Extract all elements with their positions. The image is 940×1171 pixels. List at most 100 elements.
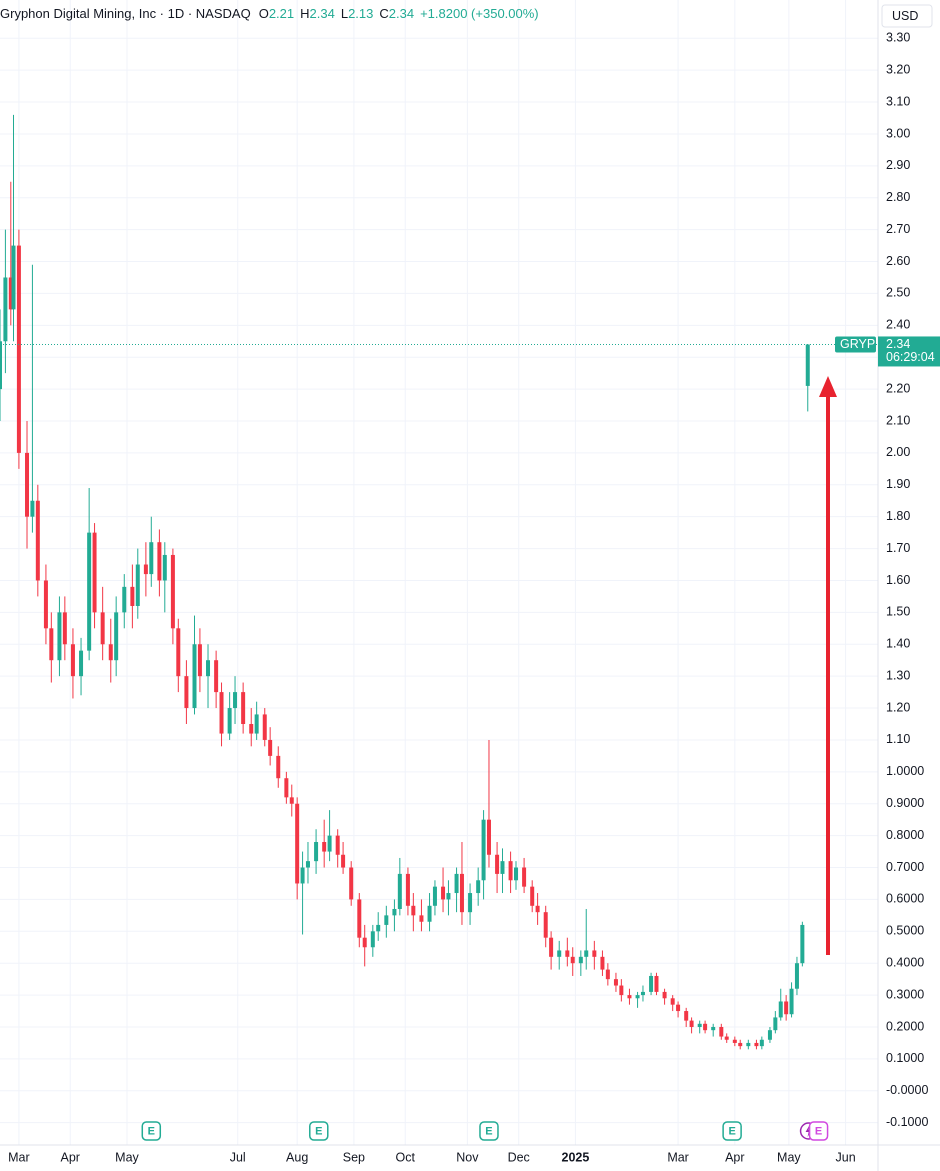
candle-body: [335, 835, 340, 855]
y-tick-label: 3.00: [886, 126, 910, 140]
candle-body: [87, 532, 92, 651]
candle-body: [584, 950, 589, 957]
ohlc-value: 2.21: [268, 6, 295, 21]
candle-body: [149, 542, 154, 575]
y-tick-label: 2.60: [886, 254, 910, 268]
candle-body: [684, 1011, 689, 1021]
candle-body: [57, 612, 62, 661]
y-tick-label: 2.50: [886, 286, 910, 300]
ohlc-value: 2.13: [348, 6, 374, 21]
candle-body: [697, 1023, 702, 1027]
price-label: 2.34: [886, 337, 910, 351]
y-tick-label: 1.10: [886, 732, 910, 746]
candle-body: [495, 854, 500, 874]
ohlc-value: 2.34: [309, 6, 335, 21]
x-tick-label: Nov: [456, 1150, 479, 1164]
x-tick-label: Jul: [230, 1150, 246, 1164]
candle-body: [459, 873, 464, 913]
candle-body: [513, 867, 518, 881]
candle-body: [476, 880, 481, 894]
currency[interactable]: USD: [892, 9, 918, 23]
candle-body: [241, 692, 246, 724]
y-tick-label: 0.5000: [886, 924, 924, 938]
y-tick-label: 1.80: [886, 509, 910, 523]
event-icon: [805, 1125, 812, 1137]
candle-body: [262, 714, 267, 740]
candle-body: [773, 1017, 778, 1031]
candle-body: [446, 893, 451, 900]
y-tick-label: 0.4000: [886, 956, 924, 970]
candle-body: [206, 660, 211, 677]
x-tick-label: Oct: [396, 1150, 416, 1164]
x-tick-label: Apr: [725, 1150, 744, 1164]
y-tick-label: 2.10: [886, 413, 910, 427]
ohlc-key: L: [340, 6, 349, 21]
candle-body: [789, 988, 794, 1015]
x-tick-label: Apr: [61, 1150, 80, 1164]
candle-body: [43, 580, 48, 629]
y-tick-label: 1.30: [886, 668, 910, 682]
y-tick-label: 2.40: [886, 318, 910, 332]
candle-body: [719, 1026, 724, 1037]
y-tick-label: 1.40: [886, 637, 910, 651]
candle-body: [800, 924, 805, 964]
symbol-label: GRYP: [840, 337, 875, 351]
candle-body: [508, 861, 513, 881]
candle-body: [284, 778, 289, 798]
candle-body: [268, 739, 273, 756]
y-tick-label: -0.1000: [886, 1115, 928, 1129]
currency-box[interactable]: [881, 4, 933, 28]
candle-body: [627, 995, 632, 999]
candle-body: [349, 867, 354, 900]
candle-body: [441, 886, 446, 900]
candle-body: [384, 915, 389, 925]
y-tick-label: -0.0000: [886, 1083, 928, 1097]
countdown-label: 06:29:04: [886, 350, 935, 364]
candle-body: [276, 755, 281, 779]
y-tick-label: 2.00: [886, 445, 910, 459]
candle-body: [327, 835, 332, 852]
y-tick-label: 0.2000: [886, 1019, 924, 1033]
candle-body: [640, 991, 645, 996]
candle-body: [289, 797, 294, 804]
candle-body: [654, 975, 659, 992]
event-label: E: [315, 1125, 322, 1137]
candle-body: [108, 644, 113, 661]
event-marker: [722, 1121, 742, 1141]
candle-body: [689, 1020, 694, 1027]
y-tick-label: 2.80: [886, 190, 910, 204]
y-tick-label: 1.90: [886, 477, 910, 491]
candle-body: [600, 956, 605, 970]
y-tick-label: 2.20: [886, 381, 910, 395]
y-tick-label: 0.6000: [886, 892, 924, 906]
event-marker: [309, 1121, 329, 1141]
event-label: E: [148, 1125, 155, 1137]
y-tick-label: 0.3000: [886, 987, 924, 1001]
annotation-arrowhead: [819, 376, 837, 397]
candle-body: [522, 867, 527, 887]
ohlc-value: 2.34: [388, 6, 415, 21]
candle-body: [746, 1042, 751, 1047]
y-tick-label: 1.20: [886, 700, 910, 714]
candle-body: [732, 1039, 737, 1043]
candle-body: [295, 803, 300, 884]
candle-body: [565, 950, 570, 957]
y-tick-label: 1.60: [886, 573, 910, 587]
candle-body: [405, 873, 410, 906]
candles: [0, 114, 878, 1050]
candle-body: [114, 612, 119, 661]
candle-body: [549, 937, 554, 957]
candle-body: [170, 554, 175, 629]
candle-body: [427, 905, 432, 922]
candle-body: [500, 861, 505, 874]
y-tick-label: 1.0000: [886, 764, 924, 778]
candle-body: [759, 1039, 764, 1047]
candle-body: [411, 905, 416, 916]
candle-body: [197, 644, 202, 677]
candle-body: [370, 931, 375, 948]
candle-body: [605, 969, 610, 980]
ohlc-key: H: [300, 6, 310, 21]
